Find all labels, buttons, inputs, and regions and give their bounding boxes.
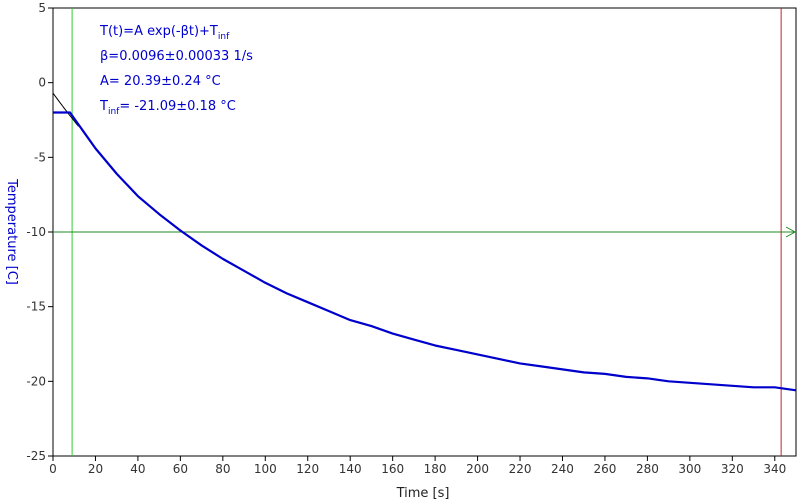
axis-ticks: 0 20 40 60 80 100 120 140 160 180 200 220 240 260 280 3… [26,1,786,476]
cursor-arrow-icon [785,226,797,238]
data-series [52,92,797,392]
x-tick-label: 340 [763,462,786,476]
x-tick-label: 320 [721,462,744,476]
y-tick-label: -10 [26,225,46,239]
x-tick-label: 300 [678,462,701,476]
x-tick-label: 240 [551,462,574,476]
x-tick-label: 200 [466,462,489,476]
y-tick-label: -25 [26,449,46,463]
y-axis-label: Temperature [C] [4,178,19,285]
fit-annotation-line: T(t)=A exp(-βt)+Tinf [99,24,230,42]
x-tick-label: 120 [296,462,319,476]
x-tick-label: 40 [130,462,145,476]
x-tick-label: 180 [424,462,447,476]
x-tick-label: 260 [593,462,616,476]
temperature-data-line [53,111,797,392]
x-tick-label: 220 [509,462,532,476]
y-tick-label: 5 [38,1,46,15]
fit-annotation-line: β=0.0096±0.00033 1/s [100,49,253,64]
cursor-lines [53,8,797,456]
x-tick-label: 20 [88,462,103,476]
x-tick-label: 80 [215,462,230,476]
x-tick-label: 160 [381,462,404,476]
x-tick-label: 0 [49,462,57,476]
x-tick-label: 280 [636,462,659,476]
y-tick-label: -5 [34,150,46,164]
y-tick-label: -20 [26,374,46,388]
y-tick-label: 0 [38,76,46,90]
x-tick-label: 60 [173,462,188,476]
fit-annotation-line: A= 20.39±0.24 °C [100,74,221,89]
fit-curve [52,92,79,127]
x-axis-label: Time [s] [396,486,450,501]
y-tick-label: -15 [26,300,46,314]
fit-annotations: T(t)=A exp(-βt)+Tinf β=0.0096±0.00033 1/s… [99,24,253,117]
x-tick-label: 100 [254,462,277,476]
fit-annotation-line: Tinf= -21.09±0.18 °C [99,99,236,117]
x-tick-label: 140 [339,462,362,476]
